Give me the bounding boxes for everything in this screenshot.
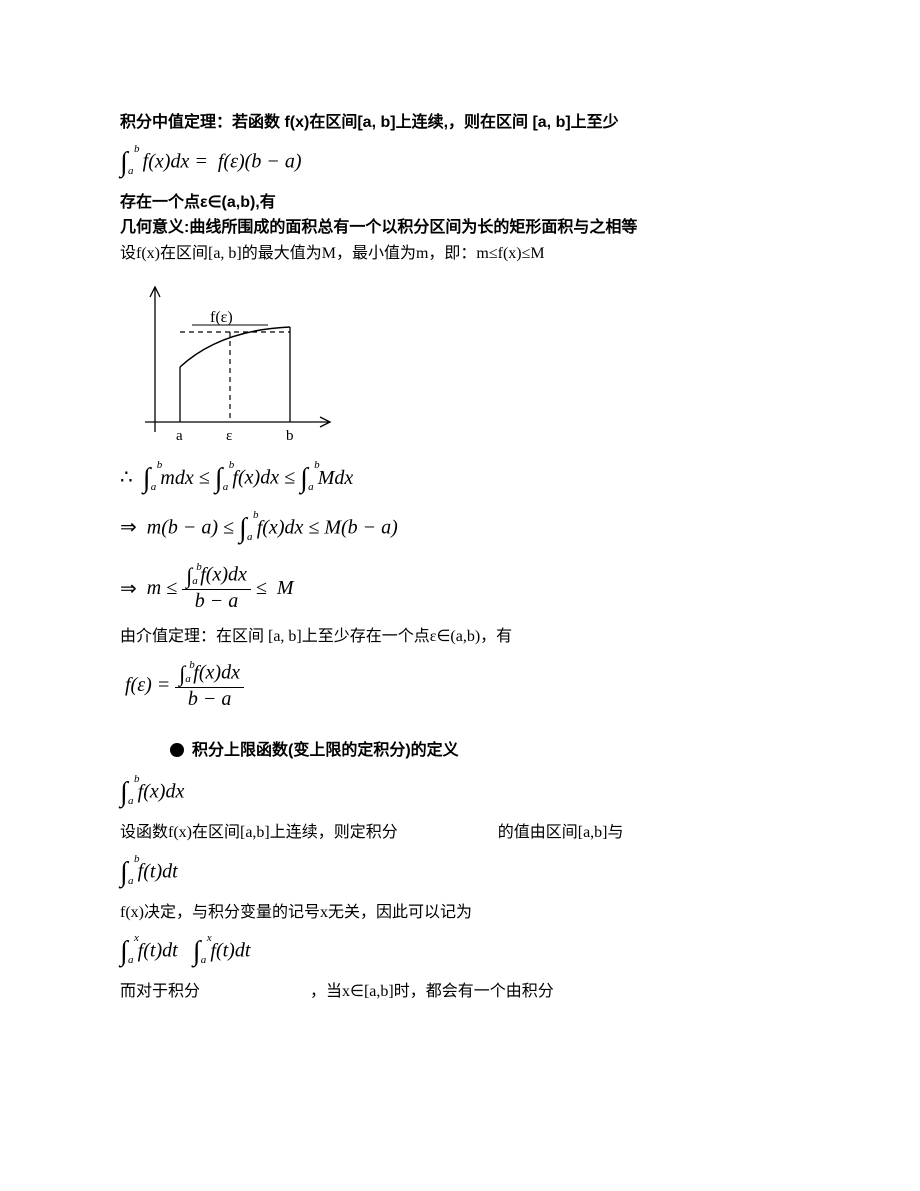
section2-text3-left: 而对于积分 [120,983,200,1000]
f-eps-label: f(ε) [210,309,233,326]
integral-symbol: ∫ba [120,147,128,179]
section2-text3-right: ，当x∈[a,b]时，都会有一个由积分 [310,983,554,1000]
proof-line-4: f(ε) = ∫baf(x)dx b − a [120,654,800,718]
proof-line-2: ⇒ m(b − a) ≤ ∫baf(x)dx ≤ M(b − a) [120,506,800,552]
exists-line: 存在一个点ε∈(a,b),有 [120,190,800,216]
section2-text3: 而对于积分 ，当x∈[a,b]时，都会有一个由积分 [120,979,800,1005]
geom-meaning: 几何意义:曲线所围成的面积总有一个以积分区间为长的矩形面积与之相等 [120,215,800,241]
section2-text1-left: 设函数f(x)在区间[a,b]上连续，则定积分 [120,824,398,841]
section2-text2: f(x)决定，与积分变量的记号x无关，因此可以记为 [120,900,800,926]
section2-text1-right: 的值由区间[a,b]与 [498,824,624,841]
theorem-title-prefix: 积分中值定理： [120,114,232,131]
section2-int3: ∫xaf(t)dt ∫xaf(t)dt [120,929,800,975]
section-2-title-text: 积分上限函数(变上限的定积分)的定义 [192,742,459,759]
bullet-icon [170,743,184,757]
mean-value-chart: f(ε) a ε b [120,272,350,452]
theorem-first-line: 积分中值定理：若函数 f(x)在区间[a, b]上连续,，则在区间 [a, b]… [120,110,800,136]
theorem-title-body: 若函数 f(x)在区间[a, b]上连续,，则在区间 [a, b]上至少 [232,114,619,131]
section2-text1: 设函数f(x)在区间[a,b]上连续，则定积分 的值由区间[a,b]与 [120,820,800,846]
page-container: 积分中值定理：若函数 f(x)在区间[a, b]上连续,，则在区间 [a, b]… [0,0,920,1191]
ivt-line: 由介值定理：在区间 [a, b]上至少存在一个点ε∈(a,b)，有 [120,624,800,650]
eps-label: ε [226,428,232,444]
assume-line: 设f(x)在区间[a, b]的最大值为M，最小值为m，即：m≤f(x)≤M [120,241,800,267]
proof-line-1: ∴ ∫bamdx ≤ ∫baf(x)dx ≤ ∫baMdx [120,456,800,502]
section-2-title: 积分上限函数(变上限的定积分)的定义 [120,736,800,760]
theorem-formula: ∫ba f(x)dx = f(ε)(b − a) [120,140,800,186]
b-label: b [286,428,294,444]
proof-line-3: ⇒ m ≤ ∫baf(x)dx b − a ≤ M [120,556,800,620]
section2-int2: ∫baf(t)dt [120,850,800,896]
a-label: a [176,428,183,444]
section2-int1: ∫baf(x)dx [120,770,800,816]
